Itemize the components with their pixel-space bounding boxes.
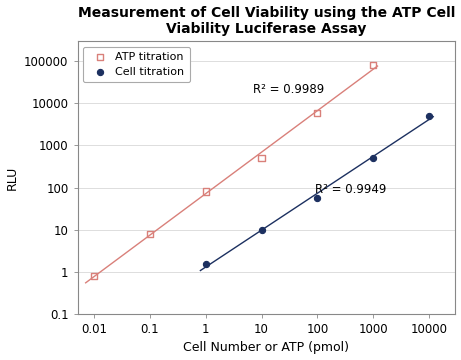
Cell titration bbox=[202, 261, 209, 267]
Cell titration bbox=[369, 155, 377, 161]
Text: R² = 0.9989: R² = 0.9989 bbox=[253, 82, 324, 95]
Title: Measurement of Cell Viability using the ATP Cell
Viability Luciferase Assay: Measurement of Cell Viability using the … bbox=[78, 5, 455, 36]
ATP titration bbox=[202, 189, 209, 194]
Cell titration bbox=[258, 227, 265, 233]
ATP titration bbox=[91, 273, 98, 279]
ATP titration bbox=[313, 110, 321, 116]
X-axis label: Cell Number or ATP (pmol): Cell Number or ATP (pmol) bbox=[183, 341, 349, 355]
Legend: ATP titration, Cell titration: ATP titration, Cell titration bbox=[83, 47, 190, 82]
Text: R² = 0.9949: R² = 0.9949 bbox=[315, 183, 386, 196]
Y-axis label: RLU: RLU bbox=[6, 165, 18, 190]
ATP titration bbox=[369, 62, 377, 68]
ATP titration bbox=[258, 155, 265, 161]
ATP titration bbox=[147, 231, 154, 237]
Cell titration bbox=[313, 195, 321, 201]
Cell titration bbox=[425, 113, 432, 119]
